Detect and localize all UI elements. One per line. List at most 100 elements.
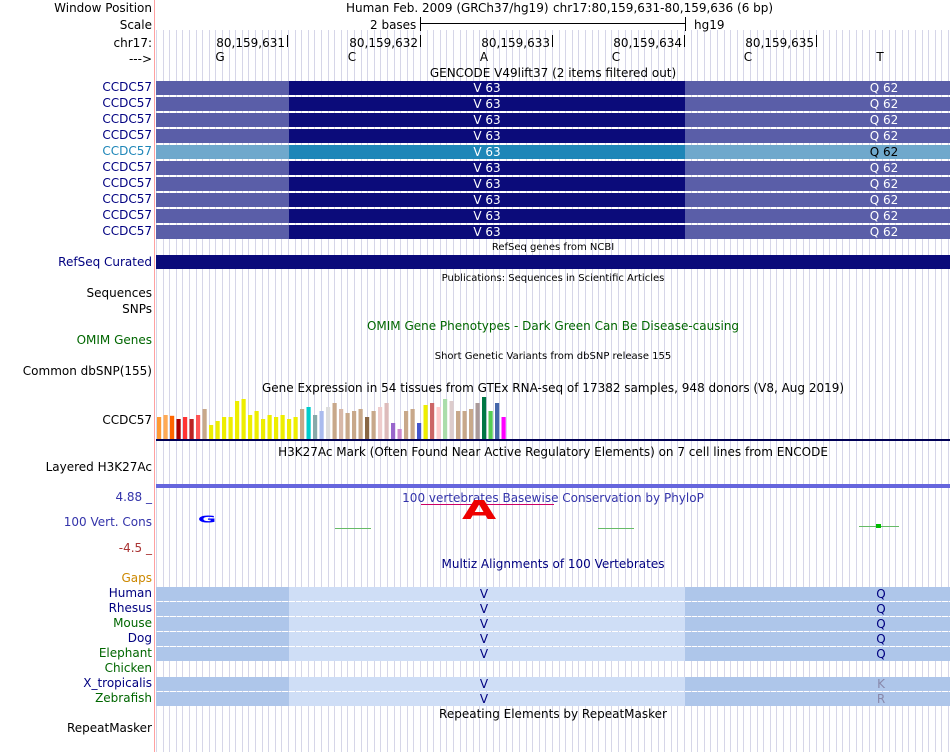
gtex-tissue-bar[interactable] [332, 403, 337, 439]
multiz-species-label[interactable]: Rhesus [108, 601, 152, 615]
gaps-label[interactable]: Gaps [121, 571, 152, 585]
gencode-row-label[interactable]: CCDC57 [102, 96, 152, 110]
gtex-tissue-bar[interactable] [176, 419, 181, 439]
gencode-row-label[interactable]: CCDC57 [102, 176, 152, 190]
gtex-tissue-bar[interactable] [254, 411, 259, 439]
gencode-row-label[interactable]: CCDC57 [102, 208, 152, 222]
gtex-tissue-bar[interactable] [215, 421, 220, 439]
multiz-species-label[interactable]: Elephant [98, 646, 152, 660]
conservation-label[interactable]: 100 Vert. Cons [63, 515, 152, 529]
gtex-tissue-bar[interactable] [306, 407, 311, 439]
gtex-tissue-bar[interactable] [449, 401, 454, 439]
gtex-tissue-bar[interactable] [417, 423, 422, 439]
gtex-barchart[interactable] [156, 396, 950, 442]
multiz-species-label[interactable]: Zebrafish [95, 691, 152, 705]
gtex-tissue-bar[interactable] [241, 399, 246, 439]
gencode-row-label[interactable]: CCDC57 [102, 80, 152, 94]
gtex-tissue-bar[interactable] [313, 415, 318, 439]
gencode-transcript-bar[interactable]: V 63 Q 62 [156, 209, 950, 223]
multiz-species-label[interactable]: Dog [127, 631, 152, 645]
gtex-tissue-bar[interactable] [319, 411, 324, 439]
gtex-tissue-bar[interactable] [163, 415, 168, 439]
gencode-row-label[interactable]: CCDC57 [102, 144, 152, 158]
gencode-row-label[interactable]: CCDC57 [102, 112, 152, 126]
gtex-tissue-bar[interactable] [228, 417, 233, 439]
gencode-transcript-bar[interactable]: V 63 Q 62 [156, 81, 950, 95]
gtex-tissue-bar[interactable] [287, 419, 292, 439]
gtex-tissue-bar[interactable] [183, 417, 188, 439]
repeatmasker-label[interactable]: RepeatMasker [66, 721, 152, 735]
gtex-tissue-bar[interactable] [248, 415, 253, 439]
refseq-gene-bar[interactable] [156, 255, 950, 269]
gencode-transcript-bar[interactable]: V 63 Q 62 [156, 129, 950, 143]
gtex-tissue-bar[interactable] [501, 417, 506, 439]
gtex-tissue-bar[interactable] [443, 399, 448, 439]
gtex-tissue-bar[interactable] [488, 411, 493, 439]
gtex-tissue-bar[interactable] [170, 415, 175, 439]
gtex-tissue-bar[interactable] [293, 417, 298, 439]
gtex-tissue-bar[interactable] [410, 409, 415, 439]
refseq-label[interactable]: RefSeq Curated [58, 255, 152, 269]
gtex-tissue-bar[interactable] [469, 409, 474, 439]
gtex-tissue-bar[interactable] [404, 411, 409, 439]
gencode-row-label[interactable]: CCDC57 [102, 160, 152, 174]
gtex-tissue-bar[interactable] [157, 417, 162, 439]
gtex-tissue-bar[interactable] [495, 403, 500, 439]
gtex-tissue-bar[interactable] [423, 405, 428, 439]
gtex-tissue-bar[interactable] [482, 397, 487, 439]
multiz-species-label[interactable]: Human [108, 586, 152, 600]
gtex-tissue-bar[interactable] [209, 425, 214, 439]
multiz-species-label[interactable]: Chicken [104, 661, 152, 675]
gtex-tissue-bar[interactable] [397, 429, 402, 439]
gtex-tissue-bar[interactable] [436, 407, 441, 439]
multiz-species-label[interactable]: Mouse [113, 616, 152, 630]
gtex-tissue-bar[interactable] [430, 403, 435, 439]
gencode-transcript-bar[interactable]: V 63 Q 62 [156, 145, 950, 159]
gencode-transcript-bar[interactable]: V 63 Q 62 [156, 225, 950, 239]
gencode-row-label[interactable]: CCDC57 [102, 128, 152, 142]
gtex-tissue-bar[interactable] [326, 407, 331, 439]
h3k27ac-label[interactable]: Layered H3K27Ac [45, 460, 152, 474]
gtex-label[interactable]: CCDC57 [102, 413, 152, 427]
gencode-row-label[interactable]: CCDC57 [102, 192, 152, 206]
gtex-tissue-bar[interactable] [456, 411, 461, 439]
gtex-tissue-bar[interactable] [261, 419, 266, 439]
gtex-tissue-bar[interactable] [267, 415, 272, 439]
gtex-tissue-bar[interactable] [365, 417, 370, 439]
gencode-transcript-bar[interactable]: V 63 Q 62 [156, 97, 950, 111]
gtex-tissue-bar[interactable] [371, 411, 376, 439]
gtex-tissue-bar[interactable] [300, 409, 305, 439]
gtex-tissue-bar[interactable] [202, 409, 207, 439]
snps-label[interactable]: SNPs [122, 302, 152, 316]
gtex-tissue-bar[interactable] [274, 417, 279, 439]
gtex-tissue-bar[interactable] [196, 415, 201, 439]
gtex-tissue-bar[interactable] [280, 415, 285, 439]
gtex-tissue-bar[interactable] [384, 403, 389, 439]
gencode-row-label[interactable]: CCDC57 [102, 224, 152, 238]
gencode-transcript-bar[interactable]: V 63 Q 62 [156, 177, 950, 191]
gtex-tissue-bar[interactable] [345, 413, 350, 439]
gtex-tissue-bar[interactable] [339, 409, 344, 439]
gtex-tissue-bar[interactable] [352, 411, 357, 439]
gencode-transcript-bar[interactable]: V 63 Q 62 [156, 113, 950, 127]
gtex-tissue-bar[interactable] [189, 419, 194, 439]
gtex-tissue-bar[interactable] [475, 403, 480, 439]
multiz-species-label[interactable]: X_tropicalis [83, 676, 152, 690]
gtex-tissue-bar[interactable] [462, 411, 467, 439]
sequences-label[interactable]: Sequences [86, 286, 152, 300]
gtex-tissue-bar[interactable] [378, 407, 383, 439]
omim-label[interactable]: OMIM Genes [76, 333, 152, 347]
gtex-tissue-bar[interactable] [222, 417, 227, 439]
gtex-tissue-bar[interactable] [391, 423, 396, 439]
gtex-tissue-bar[interactable] [235, 401, 240, 439]
gtex-tissue-bar[interactable] [358, 409, 363, 439]
dbsnp-label[interactable]: Common dbSNP(155) [22, 364, 152, 378]
gencode-transcript-bar[interactable]: V 63 Q 62 [156, 193, 950, 207]
